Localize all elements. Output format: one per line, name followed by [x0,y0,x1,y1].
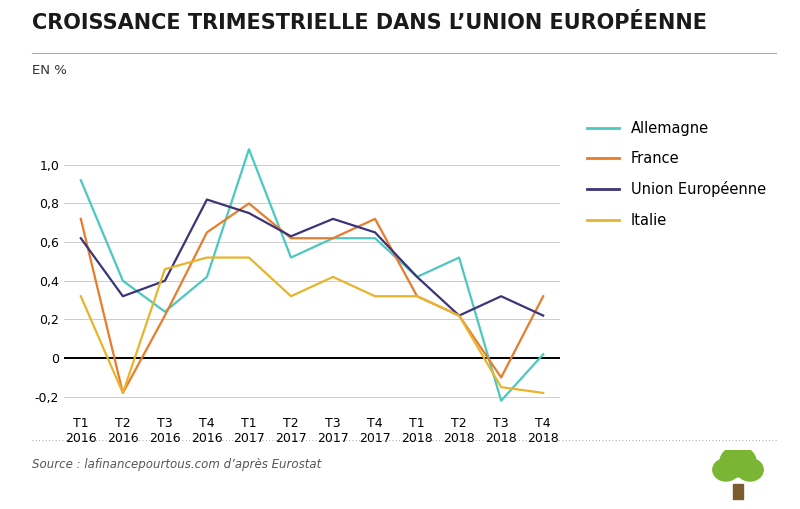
Circle shape [713,459,739,481]
Text: Source : lafinancepourtous.com d’après Eurostat: Source : lafinancepourtous.com d’après E… [32,458,322,471]
Text: EN %: EN % [32,64,67,77]
Circle shape [737,459,763,481]
FancyBboxPatch shape [734,484,742,499]
Circle shape [720,446,756,477]
Text: CROISSANCE TRIMESTRIELLE DANS L’UNION EUROPÉENNE: CROISSANCE TRIMESTRIELLE DANS L’UNION EU… [32,13,707,33]
Legend: Allemagne, France, Union Européenne, Italie: Allemagne, France, Union Européenne, Ita… [587,121,766,228]
